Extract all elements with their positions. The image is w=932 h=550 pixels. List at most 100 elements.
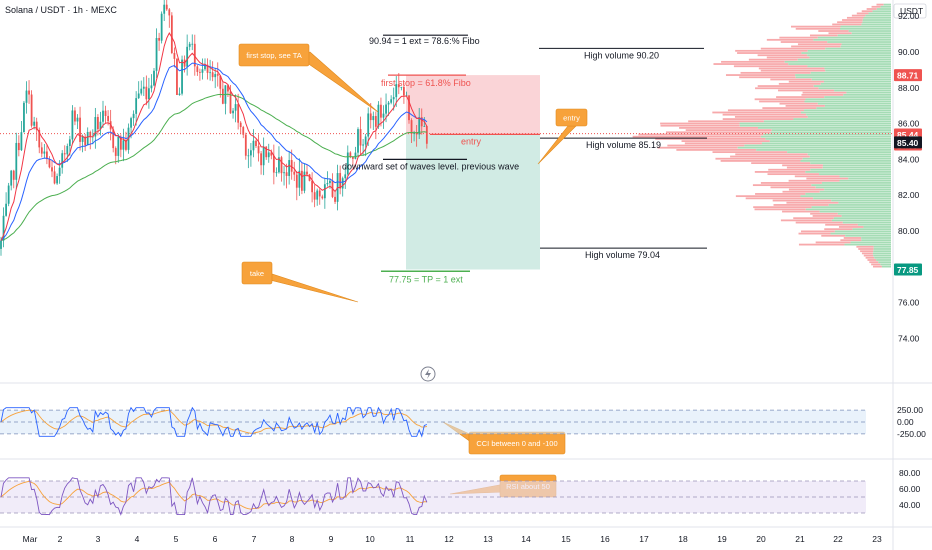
- candle-body: [278, 157, 280, 173]
- candle-body: [102, 110, 104, 122]
- level-2-ext-label: 93.35 = 2 ext: [398, 0, 451, 1]
- volume-bar-sell: [755, 87, 819, 90]
- candle-body: [104, 110, 107, 116]
- candle-body: [209, 72, 211, 74]
- volume-bar-sell: [751, 162, 811, 165]
- callout-take-pointer: [261, 273, 359, 303]
- tv-logo-bolt: [425, 369, 431, 379]
- candle-body: [35, 121, 38, 130]
- currency-button[interactable]: [893, 3, 927, 19]
- candle-body: [234, 104, 237, 111]
- candle-body: [165, 4, 168, 10]
- take-price-tag-bg: [894, 263, 922, 276]
- candle-body: [265, 146, 268, 158]
- callout-take-box: [241, 261, 273, 285]
- candle-body: [382, 113, 385, 118]
- candle-body: [43, 151, 46, 154]
- candle-body: [359, 129, 362, 146]
- candle-body: [374, 116, 377, 127]
- candle-body: [326, 183, 329, 185]
- volume-bar-sell: [788, 80, 824, 83]
- time-tick-label: 3: [96, 534, 101, 544]
- volume-bar-buy: [756, 149, 891, 151]
- volume-bar-buy: [800, 160, 891, 162]
- candle-body: [354, 152, 357, 159]
- volume-bar-sell: [861, 10, 873, 13]
- volume-bar-buy: [771, 129, 891, 131]
- volume-bar-buy: [805, 171, 891, 173]
- volume-bar-sell: [665, 131, 771, 134]
- volume-bar-sell: [800, 230, 835, 233]
- volume-bar-sell: [753, 206, 812, 209]
- candle-body: [316, 190, 319, 200]
- candle-body: [362, 144, 364, 146]
- candle-body: [262, 146, 265, 166]
- candle-body: [0, 240, 2, 249]
- volume-bar-sell: [721, 60, 785, 63]
- candle-body: [117, 136, 120, 156]
- candle-body: [66, 146, 69, 155]
- candle-body: [188, 43, 191, 47]
- volume-bar-sell: [759, 100, 805, 103]
- time-tick-label: 8: [290, 534, 295, 544]
- candle-body: [204, 64, 206, 70]
- entry-label: entry: [461, 136, 482, 146]
- price-tick-label: 92.00: [898, 11, 920, 21]
- volume-bar-sell: [809, 34, 838, 37]
- candle-body: [372, 116, 375, 121]
- volume-bar-buy: [868, 12, 891, 15]
- price-tick-label: 84.00: [898, 154, 920, 164]
- rsi-tick-label: 40.00: [899, 500, 921, 510]
- cci-signal-line: [0, 409, 427, 434]
- candle-body: [48, 159, 51, 168]
- volume-bar-buy: [852, 228, 891, 231]
- candle-body: [270, 152, 273, 156]
- stop-zone: [406, 75, 540, 135]
- take-price-tag-text: 77.85: [897, 265, 919, 275]
- candle-body: [306, 171, 308, 175]
- candle-body: [142, 86, 145, 89]
- volume-bar-buy: [828, 204, 891, 206]
- candle-body: [367, 113, 370, 137]
- volume-bar-buy: [824, 96, 891, 98]
- time-tick-label: 5: [174, 534, 179, 544]
- volume-bar-sell: [840, 239, 862, 242]
- candle-body: [86, 131, 89, 146]
- volume-bar-sell: [762, 107, 817, 109]
- tv-logo-icon: [420, 366, 436, 382]
- volume-bar-buy: [739, 122, 891, 125]
- candle-body: [295, 174, 298, 188]
- volume-bar-buy: [857, 223, 891, 226]
- callout-first-stop-pointer: [299, 51, 379, 113]
- volume-bar-buy: [805, 98, 891, 101]
- volume-bar-buy: [880, 263, 891, 266]
- candle-body: [23, 102, 25, 133]
- callout-entry-pointer: [537, 125, 577, 165]
- volume-bar-sell: [712, 151, 788, 154]
- candle-body: [395, 84, 398, 98]
- candle-body: [168, 9, 171, 16]
- volume-bar-buy: [865, 14, 891, 17]
- volume-bar-buy: [838, 201, 891, 204]
- time-tick-label: 16: [600, 534, 610, 544]
- volume-bar-buy: [737, 146, 891, 149]
- volume-bar-buy: [848, 30, 891, 32]
- candles: [0, 0, 428, 256]
- volume-bar-buy: [872, 10, 891, 13]
- volume-bar-sell: [766, 56, 810, 59]
- volume-bar-sell: [715, 157, 803, 160]
- volume-bar-sell: [856, 245, 874, 248]
- volume-bar-sell: [863, 254, 874, 257]
- candle-body: [247, 155, 250, 157]
- cci-band: [0, 410, 866, 434]
- volume-bar-sell: [871, 5, 881, 8]
- candle-body: [28, 90, 30, 95]
- volume-bar-sell: [733, 65, 808, 68]
- time-tick-label: 17: [639, 534, 649, 544]
- volume-bar-sell: [773, 204, 829, 206]
- candle-body: [293, 171, 296, 175]
- volume-bar-sell: [780, 219, 832, 222]
- last-price-tag-text: 85.44: [897, 130, 919, 140]
- volume-bar-buy: [820, 82, 891, 85]
